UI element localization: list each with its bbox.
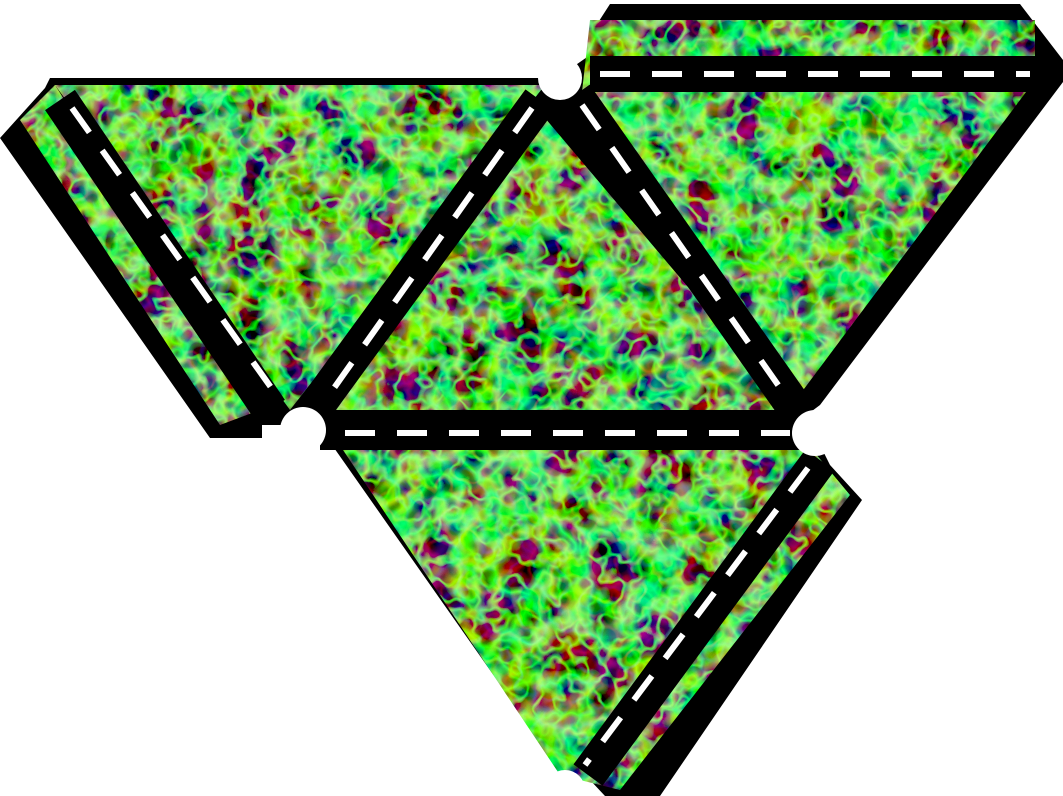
fold-line-left-inner	[69, 106, 283, 402]
left-inner-band	[45, 89, 285, 421]
notch-top	[538, 56, 582, 100]
bottom-right-band	[573, 449, 835, 786]
notch-left	[280, 407, 326, 453]
fold-lines	[69, 71, 1030, 767]
fold-line-bottom-right	[582, 466, 811, 767]
vertex-notches	[280, 56, 838, 796]
notch-bottom	[545, 770, 585, 796]
fold-line-left-diagonal	[319, 106, 535, 407]
notch-right	[792, 410, 838, 456]
fold-line-right-diagonal	[579, 103, 793, 404]
